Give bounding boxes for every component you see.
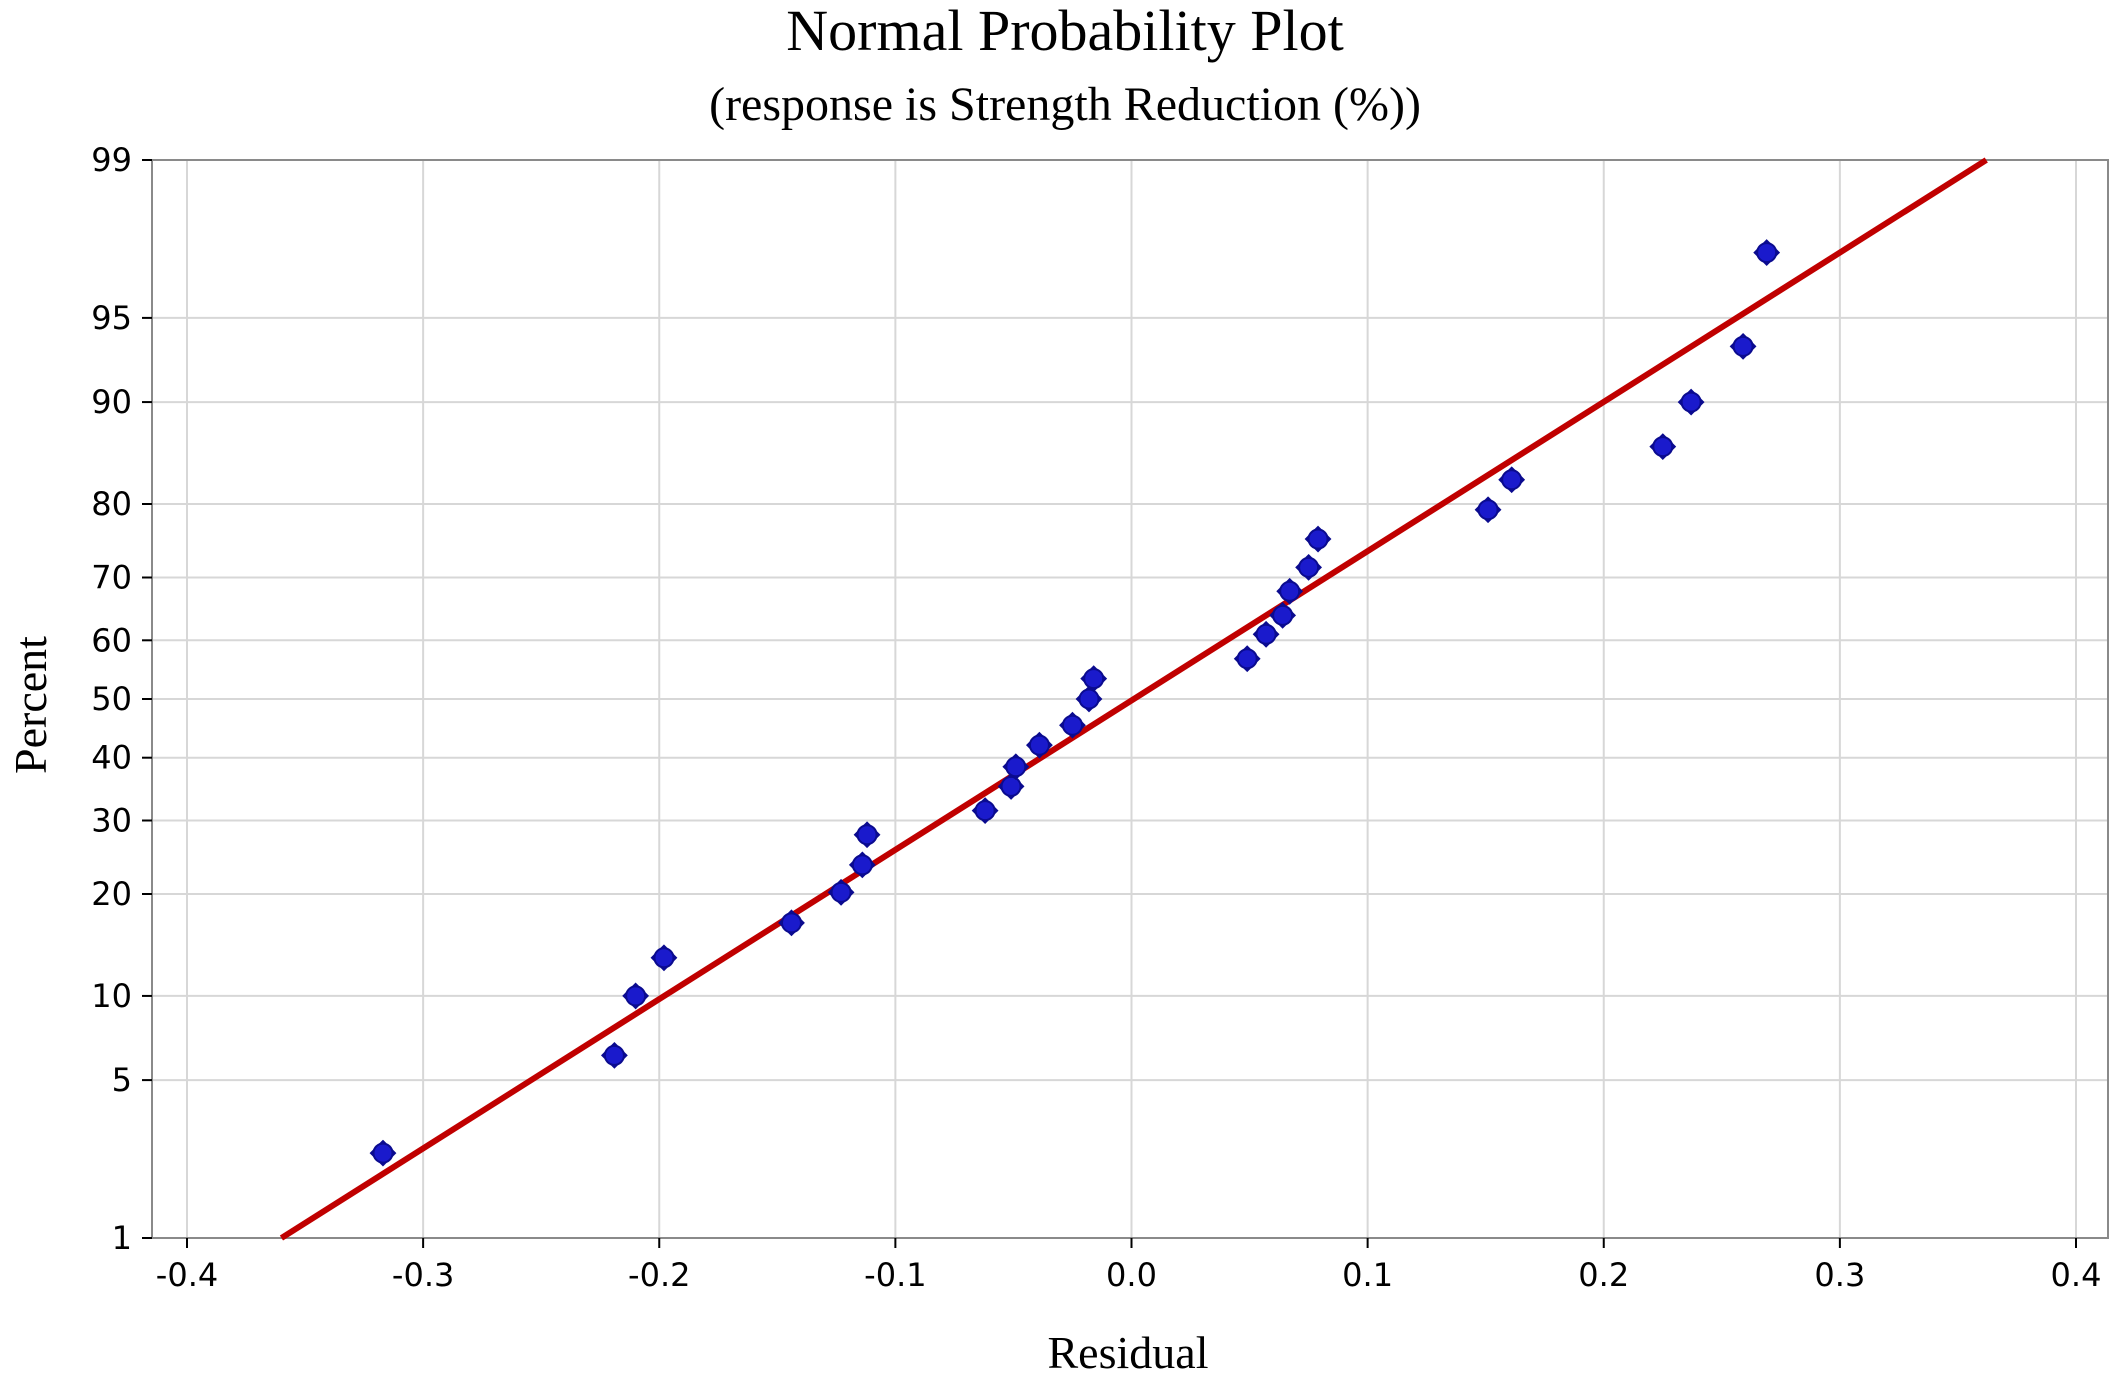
x-tick-label: 0.0: [1106, 1256, 1157, 1294]
data-point-core: [1298, 556, 1320, 578]
chart-title: Normal Probability Plot: [786, 0, 1343, 63]
y-tick-label: 5: [112, 1061, 132, 1099]
x-tick-label: -0.4: [156, 1256, 218, 1294]
x-tick-label: -0.1: [864, 1256, 926, 1294]
x-tick-label: 0.4: [2051, 1256, 2102, 1294]
chart-subtitle: (response is Strength Reduction (%)): [709, 78, 1421, 131]
data-point-core: [1652, 436, 1674, 458]
data-point-core: [1279, 580, 1301, 602]
x-axis-label: Residual: [1048, 1327, 1209, 1378]
data-point-core: [1501, 469, 1523, 491]
data-point-core: [1477, 499, 1499, 521]
y-tick-label: 60: [91, 621, 132, 659]
x-tick-label: -0.3: [392, 1256, 454, 1294]
data-point-core: [974, 800, 996, 822]
data-point-core: [1078, 688, 1100, 710]
y-tick-label: 99: [91, 141, 132, 179]
y-tick-label: 40: [91, 739, 132, 777]
y-tick-label: 80: [91, 485, 132, 523]
x-tick-label: 0.3: [1814, 1256, 1865, 1294]
data-point-core: [1028, 734, 1050, 756]
y-tick-label: 1: [112, 1219, 132, 1257]
y-tick-label: 95: [91, 299, 132, 337]
data-point-core: [653, 947, 675, 969]
data-points: [369, 239, 1781, 1167]
data-point-core: [1272, 604, 1294, 626]
data-point-core: [1061, 714, 1083, 736]
y-axis-label: Percent: [5, 636, 56, 774]
y-tick-label: 10: [91, 977, 132, 1015]
x-tick-label: 0.1: [1342, 1256, 1393, 1294]
y-tick-label: 30: [91, 802, 132, 840]
data-point-core: [1756, 242, 1778, 264]
x-tick-label: 0.2: [1578, 1256, 1629, 1294]
data-point-core: [1083, 668, 1105, 690]
data-point-core: [1236, 648, 1258, 670]
data-point-core: [830, 881, 852, 903]
data-point-core: [1000, 775, 1022, 797]
fit-line: [279, 157, 1988, 1241]
y-tick-label: 20: [91, 875, 132, 913]
y-tick-label: 70: [91, 558, 132, 596]
axis-ticks: -0.4 -0.3 -0.2 -0.1 0.0 0.1 0.2 0.3 0.4 1 5 10 20 30 4…: [91, 141, 2101, 1294]
data-point-core: [1307, 528, 1329, 550]
x-tick-label: -0.2: [628, 1256, 690, 1294]
data-point-core: [856, 824, 878, 846]
data-point-core: [625, 985, 647, 1007]
fit-line-group: [279, 157, 1988, 1241]
y-tick-label: 90: [91, 383, 132, 421]
data-point-core: [1005, 756, 1027, 778]
y-tick-label: 50: [91, 680, 132, 718]
data-point-core: [603, 1044, 625, 1066]
data-point-core: [1732, 335, 1754, 357]
data-point-core: [1255, 623, 1277, 645]
data-point-core: [372, 1142, 394, 1164]
data-point-core: [1680, 391, 1702, 413]
data-point-core: [851, 854, 873, 876]
data-point-core: [780, 912, 802, 934]
